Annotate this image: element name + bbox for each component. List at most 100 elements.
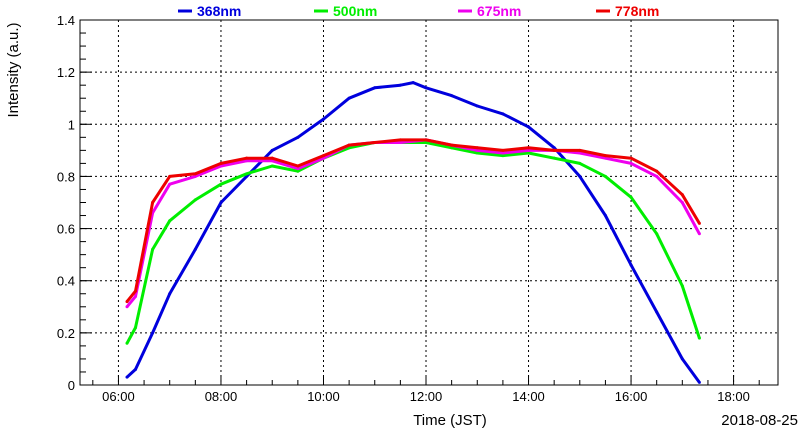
- data-point: [603, 154, 607, 158]
- axis-ticks: 06:00 08:00 10:00 12:00 14:00 16:00 18:00 0 0.2 0…: [57, 13, 760, 404]
- legend-label: 778nm: [615, 3, 659, 19]
- data-point: [219, 182, 223, 186]
- data-point: [697, 232, 701, 236]
- data-point: [270, 156, 274, 160]
- data-point: [475, 148, 479, 152]
- data-point: [578, 148, 582, 152]
- data-point: [134, 326, 138, 330]
- data-point: [398, 138, 402, 142]
- data-point: [680, 193, 684, 197]
- data-point: [193, 174, 197, 178]
- x-tick-label: 16:00: [615, 389, 648, 404]
- data-point: [125, 300, 129, 304]
- legend-label: 675nm: [477, 3, 521, 19]
- data-point: [398, 141, 402, 145]
- data-point: [697, 336, 701, 340]
- data-point: [578, 174, 582, 178]
- y-tick-label: 0: [68, 378, 75, 393]
- x-tick-label: 14:00: [512, 389, 545, 404]
- data-point: [501, 151, 505, 155]
- data-point: [411, 81, 415, 85]
- x-tick-label: 08:00: [205, 389, 238, 404]
- data-point: [219, 161, 223, 165]
- data-point: [193, 247, 197, 251]
- date-label: 2018-08-25: [721, 412, 798, 429]
- series-line: [125, 81, 701, 384]
- data-point: [424, 86, 428, 90]
- data-point: [527, 125, 531, 129]
- data-point: [450, 143, 454, 147]
- data-point: [655, 310, 659, 314]
- data-point: [629, 156, 633, 160]
- data-point: [321, 154, 325, 158]
- data-point: [527, 148, 531, 152]
- y-tick-label: 0.2: [57, 326, 75, 341]
- x-tick-label: 12:00: [410, 389, 443, 404]
- data-point: [475, 104, 479, 108]
- data-point: [629, 161, 633, 165]
- series-368nm: [125, 81, 701, 384]
- data-point: [134, 367, 138, 371]
- data-point: [151, 247, 155, 251]
- data-point: [424, 138, 428, 142]
- data-point: [680, 357, 684, 361]
- data-point: [245, 172, 249, 176]
- series-778nm: [125, 138, 701, 304]
- data-point: [552, 146, 556, 150]
- data-point: [125, 341, 129, 345]
- data-point: [296, 164, 300, 168]
- data-point: [655, 169, 659, 173]
- data-point: [655, 232, 659, 236]
- data-point: [151, 201, 155, 204]
- data-point: [125, 375, 129, 379]
- data-point: [501, 148, 505, 152]
- data-point: [168, 174, 172, 178]
- data-point: [552, 148, 556, 152]
- data-point: [629, 263, 633, 267]
- plot-series: [125, 81, 701, 384]
- data-point: [168, 292, 172, 296]
- legend: 368nm 500nm 675nm 778nm: [178, 3, 659, 19]
- data-point: [697, 380, 701, 384]
- data-point: [296, 167, 300, 171]
- data-point: [424, 141, 428, 145]
- data-point: [629, 195, 633, 199]
- data-point: [168, 182, 172, 186]
- y-tick-label: 1: [68, 117, 75, 132]
- data-point: [501, 112, 505, 116]
- data-point: [475, 146, 479, 150]
- data-point: [603, 174, 607, 178]
- x-tick-label: 18:00: [717, 389, 750, 404]
- y-axis-title: Intensity (a.u.): [5, 22, 22, 117]
- data-point: [347, 96, 351, 100]
- data-point: [245, 156, 249, 160]
- data-point: [578, 151, 582, 155]
- data-point: [125, 305, 129, 309]
- y-tick-label: 0.6: [57, 222, 75, 237]
- data-point: [296, 169, 300, 173]
- data-point: [680, 201, 684, 204]
- data-point: [219, 201, 223, 204]
- x-axis-title: Time (JST): [413, 412, 487, 429]
- data-point: [475, 151, 479, 155]
- data-point: [527, 146, 531, 150]
- x-tick-label: 10:00: [307, 389, 340, 404]
- data-point: [151, 331, 155, 335]
- data-point: [552, 156, 556, 160]
- data-point: [270, 164, 274, 168]
- data-point: [245, 159, 249, 163]
- data-point: [321, 117, 325, 121]
- data-point: [373, 86, 377, 90]
- data-point: [373, 141, 377, 145]
- data-point: [193, 172, 197, 176]
- data-point: [398, 83, 402, 87]
- y-tick-label: 0.8: [57, 169, 75, 184]
- data-point: [697, 221, 701, 225]
- data-point: [168, 219, 172, 223]
- data-point: [450, 94, 454, 98]
- legend-label: 368nm: [197, 3, 241, 19]
- data-point: [296, 135, 300, 139]
- y-tick-label: 0.4: [57, 274, 75, 289]
